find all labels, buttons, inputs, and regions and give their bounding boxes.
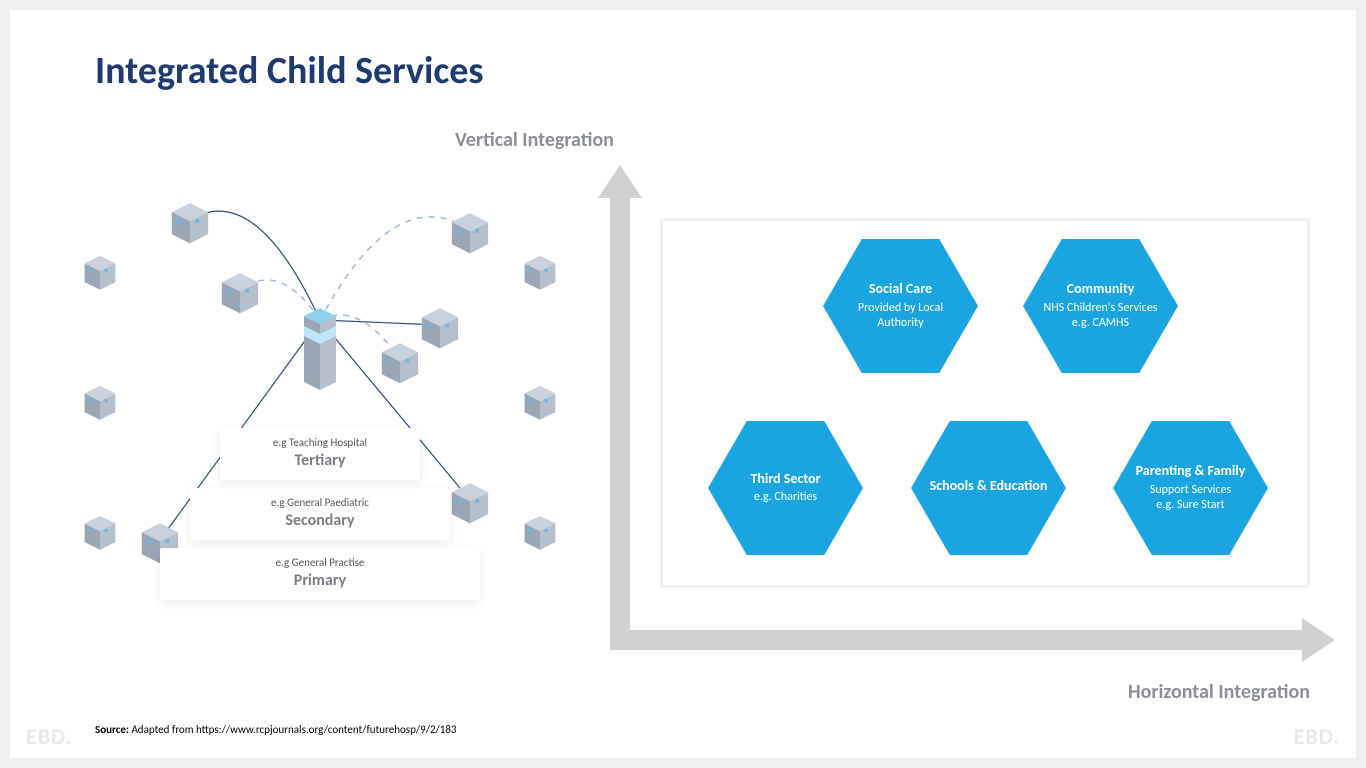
watermark-left: EBD. (26, 723, 72, 750)
source-prefix: Source: (95, 723, 129, 736)
source-citation: Source: Adapted from https://www.rcpjour… (95, 723, 457, 736)
hexagon-title: Third Sector (750, 471, 820, 488)
hexagon-0: Social Care Provided by Local Authority (823, 239, 978, 373)
x-axis-label: Horizontal Integration (1128, 680, 1310, 704)
hexagon-container: Social Care Provided by Local Authority Co… (660, 218, 1310, 588)
tier-name: Primary (160, 571, 480, 590)
tier-example: e.g Teaching Hospital (220, 436, 420, 449)
axis-area: Vertical Integration Horizontal Integrat… (580, 160, 1340, 690)
slide-root: Integrated Child Services e.g Teaching H… (0, 0, 1366, 768)
hexagon-title: Parenting & Family (1136, 463, 1246, 480)
hexagon-4: Parenting & Family Support Servicese.g. S… (1113, 421, 1268, 555)
hexagon-2: Third Sector e.g. Charities (708, 421, 863, 555)
network-diagram: e.g Teaching Hospital Tertiary e.g General… (70, 170, 570, 640)
hexagon-3: Schools & Education (911, 421, 1066, 555)
slide-title: Integrated Child Services (95, 48, 484, 94)
hexagon-title: Schools & Education (930, 478, 1048, 495)
hexagon-sub: Provided by Local Authority (841, 301, 960, 331)
tier-card-secondary: e.g General Paediatric Secondary (190, 488, 450, 540)
hexagon-sub: e.g. Charities (754, 490, 817, 505)
hexagon-sub: NHS Children's Servicese.g. CAMHS (1043, 301, 1157, 331)
tier-name: Secondary (190, 511, 450, 530)
source-text: Adapted from https://www.rcpjournals.org… (129, 723, 457, 736)
watermark-right: EBD. (1294, 723, 1340, 750)
tier-name: Tertiary (220, 451, 420, 470)
tier-example: e.g General Practise (160, 556, 480, 569)
hexagon-sub: Support Servicese.g. Sure Start (1150, 483, 1231, 513)
tier-example: e.g General Paediatric (190, 496, 450, 509)
tier-card-tertiary: e.g Teaching Hospital Tertiary (220, 428, 420, 480)
hexagon-1: Community NHS Children's Servicese.g. CAM… (1023, 239, 1178, 373)
hexagon-title: Community (1067, 281, 1135, 298)
tier-card-primary: e.g General Practise Primary (160, 548, 480, 600)
y-axis-label: Vertical Integration (455, 128, 614, 152)
hexagon-title: Social Care (869, 281, 932, 298)
